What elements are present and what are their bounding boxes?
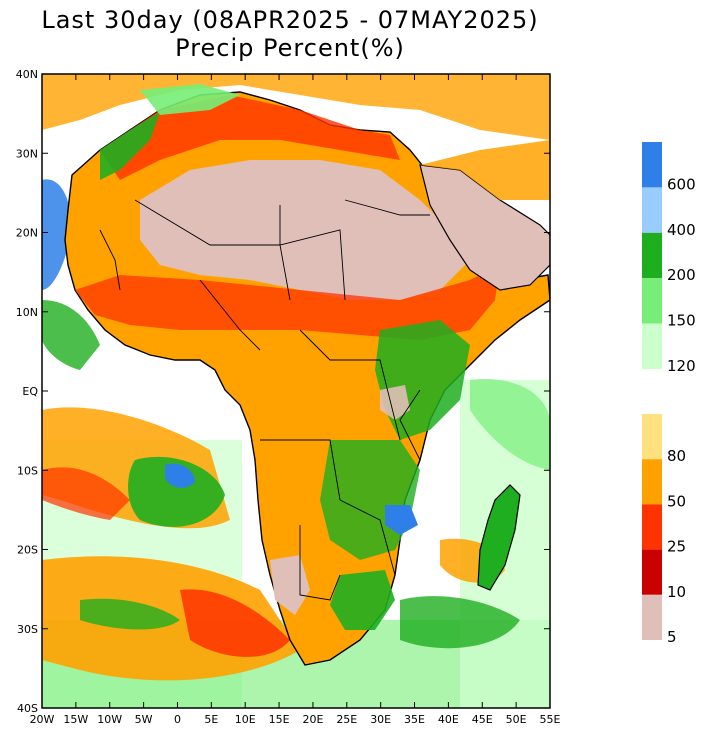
colorbar-label: 600 (667, 175, 696, 193)
lon-label: 35E (404, 713, 425, 726)
colorbar-swatch (642, 323, 662, 369)
colorbar-label: 200 (667, 266, 696, 284)
west-african-coast-wet (42, 300, 100, 370)
lon-label: 20W (30, 713, 55, 726)
colorbar-swatch (642, 594, 662, 640)
colorbar-swatch (642, 232, 662, 279)
colorbar-label: 400 (667, 221, 696, 239)
colorbar-label: 25 (667, 538, 686, 556)
latitude-axis: 40N 30N 20N 10N EQ 10S 20S 30S 40S (16, 68, 550, 715)
lat-label: 20N (16, 227, 38, 240)
indian-ocean-wet-patch (400, 596, 520, 649)
iberia-wet-area (140, 84, 240, 115)
map-plot-area (42, 74, 550, 708)
longitude-axis: 20W 15W 10W 5W 0 5E 10E 15E 20E 25E 30E 35E 40E 45E 50… (30, 74, 561, 726)
lon-label: 5W (135, 713, 153, 726)
colorbar-lower: 80 50 25 10 5 (642, 414, 686, 646)
madagascar (477, 484, 521, 591)
lon-label: 0 (174, 713, 181, 726)
lon-label: 10E (235, 713, 256, 726)
lon-label: 25E (336, 713, 357, 726)
lon-label: 30E (370, 713, 391, 726)
middle-east-dry (420, 140, 550, 200)
lat-label: 10N (16, 306, 38, 319)
lat-label: EQ (22, 385, 38, 398)
atlantic-very-wet-core (165, 463, 195, 488)
atlantic-dry-core (42, 467, 130, 520)
lon-label: 45E (472, 713, 493, 726)
south-africa-east-wet (330, 570, 395, 630)
colorbar-swatch (642, 414, 662, 460)
lat-label: 30S (17, 623, 38, 636)
lon-label: 55E (540, 713, 561, 726)
colorbar-upper: 600 400 200 150 120 (642, 142, 696, 375)
colorbar-swatch (642, 278, 662, 324)
lon-label: 10W (97, 713, 122, 726)
lon-label: 50E (506, 713, 527, 726)
lon-label: 40E (438, 713, 459, 726)
colorbar-label: 5 (667, 628, 677, 646)
lat-label: 20S (17, 544, 38, 557)
sahel-dry-band (75, 265, 500, 340)
lat-label: 10S (17, 464, 38, 477)
lon-label: 20E (302, 713, 323, 726)
south-atlantic-dry-core (180, 589, 290, 657)
south-atlantic-wet-streak (80, 598, 180, 630)
map-subtitle: Precip Percent(%) (175, 34, 405, 62)
colorbar-swatch (642, 187, 662, 233)
colorbar-swatch (642, 549, 662, 595)
colorbar-label: 80 (667, 447, 686, 465)
colorbar-swatch (642, 504, 662, 550)
lake-victoria-region (380, 385, 410, 420)
lon-label: 15W (63, 713, 88, 726)
lon-label: 15E (269, 713, 290, 726)
north-africa-dry-band (100, 95, 400, 180)
lat-label: 40S (17, 702, 38, 715)
canary-wet-core (42, 179, 71, 290)
morocco-wet-area (100, 112, 160, 180)
lake-malawi-area-very-wet (385, 505, 418, 535)
colorbar-swatch (642, 142, 662, 188)
colorbar-label: 50 (667, 492, 686, 510)
map-title: Last 30day (08APR2025 - 07MAY2025) (41, 6, 539, 34)
west-indian-ocean-wet (470, 379, 550, 470)
lat-label: 40N (16, 68, 38, 81)
colorbar-label: 10 (667, 583, 686, 601)
country-borders (99, 199, 430, 601)
sahara-low-precip-zone (140, 160, 470, 300)
lon-label: 5E (204, 713, 218, 726)
colorbar-label: 150 (667, 312, 696, 330)
atlantic-wet-patch (128, 456, 225, 527)
colorbar-swatch (642, 459, 662, 505)
colorbar-label: 120 (667, 357, 696, 375)
lat-label: 30N (16, 147, 38, 160)
